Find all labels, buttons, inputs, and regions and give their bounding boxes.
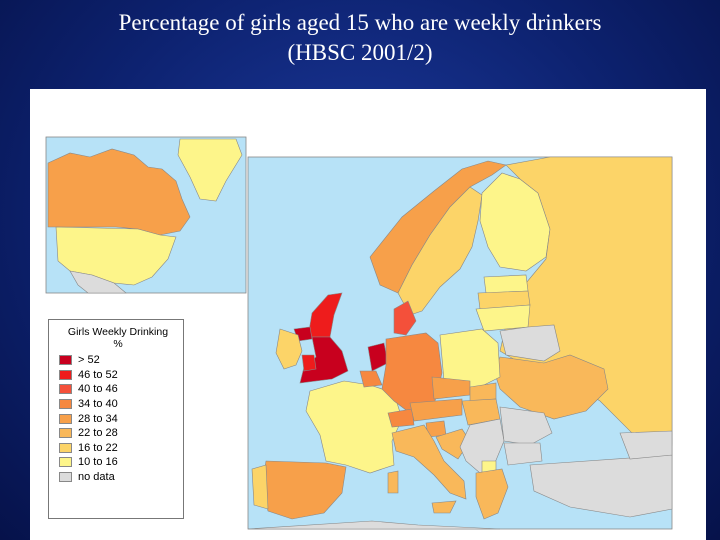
map-legend: Girls Weekly Drinking % > 52 46 to 52 40… [48,319,184,519]
legend-item: 40 to 46 [59,382,177,397]
region-belgium [359,370,383,388]
region-denmark [393,300,417,336]
legend-swatch [59,384,72,395]
region-wales [301,354,317,372]
legend-item: > 52 [59,353,177,368]
legend-swatch [59,399,72,410]
region-sweden [397,186,483,316]
legend-item: 46 to 52 [59,368,177,383]
legend-label: 22 to 28 [78,427,118,440]
region-sicily [431,500,457,514]
region-north-africa [247,520,501,530]
legend-item: 28 to 34 [59,411,177,426]
legend-label: 28 to 34 [78,412,118,425]
legend-swatch [59,457,72,468]
region-switzerland [387,408,415,428]
region-canada [47,148,191,236]
legend-item: no data [59,470,177,485]
map-frame: Girls Weekly Drinking % > 52 46 to 52 40… [30,89,706,540]
legend-label: 40 to 46 [78,383,118,396]
legend-label: 10 to 16 [78,456,118,469]
region-estonia [483,274,529,294]
legend-label: 46 to 52 [78,368,118,381]
legend-label: no data [78,471,115,484]
legend-swatch [59,442,72,453]
region-austria [409,398,463,422]
legend-item: 22 to 28 [59,426,177,441]
region-portugal [251,464,269,510]
title-line-1: Percentage of girls aged 15 who are week… [118,10,602,35]
slide-title: Percentage of girls aged 15 who are week… [0,8,720,68]
legend-swatch [59,428,72,439]
region-belarus [499,324,561,362]
legend-item: 34 to 40 [59,397,177,412]
region-usa [55,226,177,286]
legend-item: 10 to 16 [59,455,177,470]
region-greece [475,468,509,520]
region-sardinia [387,470,399,494]
legend-swatch [59,413,72,424]
region-romania [499,406,553,446]
legend-label: > 52 [78,354,100,367]
region-ireland [275,328,303,370]
region-russia [499,156,673,446]
legend-label: 34 to 40 [78,398,118,411]
legend-swatch [59,355,72,366]
legend-item: 16 to 22 [59,441,177,456]
region-lithuania [475,304,531,332]
region-bulgaria [503,442,543,466]
region-greenland [177,138,243,202]
legend-swatch [59,472,72,483]
legend-title: Girls Weekly Drinking [67,326,169,338]
region-italy [391,424,467,500]
legend-swatch [59,369,72,380]
legend-label: 16 to 22 [78,441,118,454]
legend-unit: % [113,338,123,350]
region-czech-republic [431,376,471,400]
region-mexico [69,270,127,294]
region-caucasus [619,430,673,460]
title-line-2: (HBSC 2001/2) [287,40,433,65]
europe-map [45,136,673,530]
region-ukraine [493,354,609,420]
